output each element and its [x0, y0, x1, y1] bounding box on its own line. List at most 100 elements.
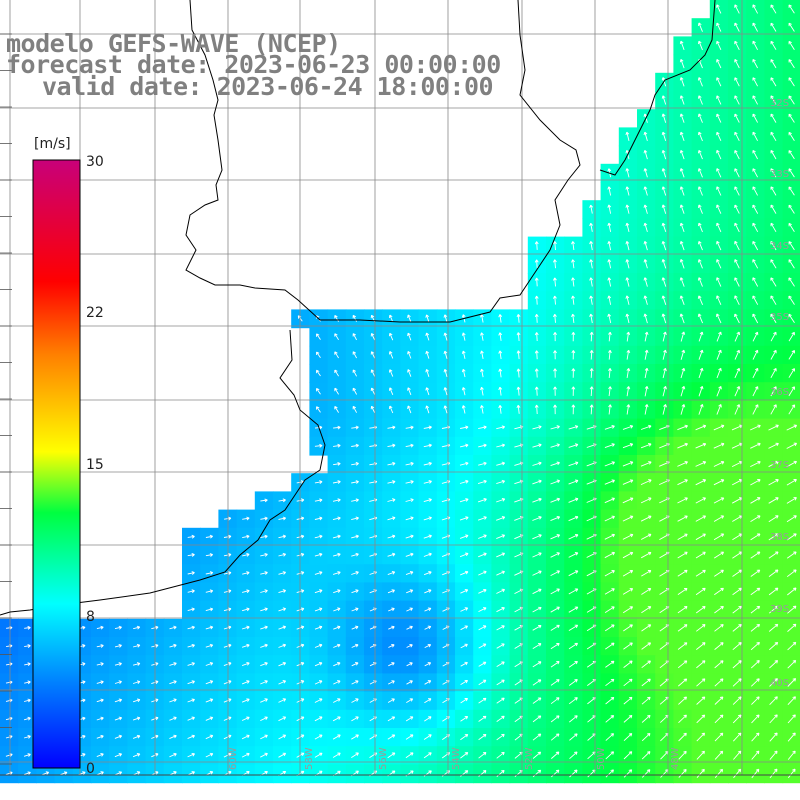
wind-arrow — [770, 113, 777, 123]
wind-cell — [782, 200, 800, 219]
wind-arrow — [768, 460, 779, 468]
wind-arrow — [223, 716, 232, 721]
wind-arrow — [461, 387, 466, 396]
wind-arrow — [169, 625, 177, 630]
wind-arrow — [695, 569, 706, 577]
wind-arrow — [716, 168, 722, 178]
wind-arrow — [680, 385, 686, 397]
wind-arrow — [750, 497, 761, 504]
wind-arrow — [352, 369, 357, 377]
wind-arrow — [532, 588, 542, 595]
wind-cell — [782, 291, 800, 310]
wind-arrow — [241, 589, 250, 594]
wind-arrow — [425, 369, 430, 377]
wind-arrow — [169, 752, 177, 758]
wind-arrow — [734, 313, 740, 324]
wind-arrow — [223, 589, 232, 594]
wind-arrow — [732, 623, 742, 632]
wind-arrow — [24, 680, 31, 685]
wind-arrow — [370, 351, 376, 359]
wind-arrow — [770, 331, 777, 342]
wind-arrow — [423, 552, 432, 557]
wind-arrow — [496, 534, 506, 540]
wind-arrow — [314, 752, 323, 758]
wind-arrow — [750, 460, 761, 468]
lat-label: 36S — [770, 387, 789, 398]
wind-arrow — [242, 516, 250, 521]
wind-arrow — [550, 661, 560, 668]
wind-arrow — [768, 623, 779, 632]
wind-arrow — [589, 404, 594, 415]
wind-arrow — [405, 498, 414, 503]
wind-arrow — [405, 716, 414, 722]
wind-arrow — [641, 696, 651, 705]
wind-arrow — [750, 533, 761, 541]
wind-arrow — [732, 605, 742, 614]
wind-arrow — [552, 313, 557, 323]
wind-arrow — [223, 698, 232, 703]
wind-arrow — [260, 716, 268, 722]
wind-cell — [782, 18, 800, 37]
lon-label: 56W — [378, 747, 389, 770]
wind-arrow — [732, 696, 742, 705]
wind-arrow — [678, 732, 687, 742]
wind-arrow — [552, 295, 557, 305]
wind-arrow — [608, 386, 612, 397]
wind-arrow — [534, 277, 539, 287]
wind-arrow — [713, 442, 725, 449]
wind-arrow — [732, 732, 742, 742]
wind-arrow — [23, 771, 31, 776]
wind-arrow — [662, 367, 667, 379]
wind-cell — [782, 72, 800, 92]
wind-arrow — [241, 734, 250, 740]
wind-arrow — [351, 516, 359, 521]
wind-arrow — [260, 680, 268, 685]
wind-arrow — [169, 680, 177, 685]
wind-arrow — [626, 368, 631, 378]
wind-arrow — [60, 771, 68, 776]
wind-arrow — [788, 313, 795, 324]
wind-arrow — [752, 295, 759, 305]
wind-arrow — [459, 534, 469, 539]
wind-arrow — [605, 660, 615, 668]
wind-arrow — [405, 425, 414, 430]
wind-arrow — [622, 479, 634, 485]
wind-arrow — [679, 77, 685, 87]
wind-arrow — [532, 733, 542, 741]
wind-arrow — [205, 680, 214, 685]
wind-arrow — [641, 642, 652, 650]
wind-arrow — [278, 552, 287, 557]
wind-arrow — [114, 643, 122, 648]
wind-arrow — [334, 333, 339, 341]
wind-cell — [782, 91, 800, 110]
wind-arrow — [622, 461, 634, 467]
wind-arrow — [604, 497, 615, 504]
wind-arrow — [768, 605, 779, 614]
wind-arrow — [769, 678, 778, 687]
wind-arrow — [387, 534, 396, 539]
wind-arrow — [713, 424, 725, 431]
wind-arrow — [680, 349, 686, 360]
wind-cell — [782, 54, 800, 74]
wind-arrow — [333, 607, 341, 612]
wind-arrow — [534, 295, 539, 305]
wind-arrow — [770, 150, 777, 160]
wind-arrow — [714, 605, 724, 614]
wind-arrow — [770, 204, 777, 214]
wind-arrow — [334, 406, 339, 413]
wind-arrow — [716, 204, 722, 214]
wind-arrow — [677, 479, 688, 486]
wind-arrow — [405, 534, 414, 539]
wind-arrow — [223, 534, 232, 539]
wind-arrow — [770, 77, 777, 87]
wind-arrow — [769, 732, 778, 742]
wind-arrow — [788, 77, 795, 87]
wind-arrow — [662, 404, 667, 415]
wind-arrow — [752, 113, 758, 123]
wind-arrow — [716, 313, 722, 324]
wind-arrow — [750, 479, 761, 486]
wind-arrow — [132, 753, 141, 758]
wind-arrow — [223, 680, 232, 685]
wind-arrow — [697, 95, 703, 105]
wind-arrow — [734, 59, 740, 69]
